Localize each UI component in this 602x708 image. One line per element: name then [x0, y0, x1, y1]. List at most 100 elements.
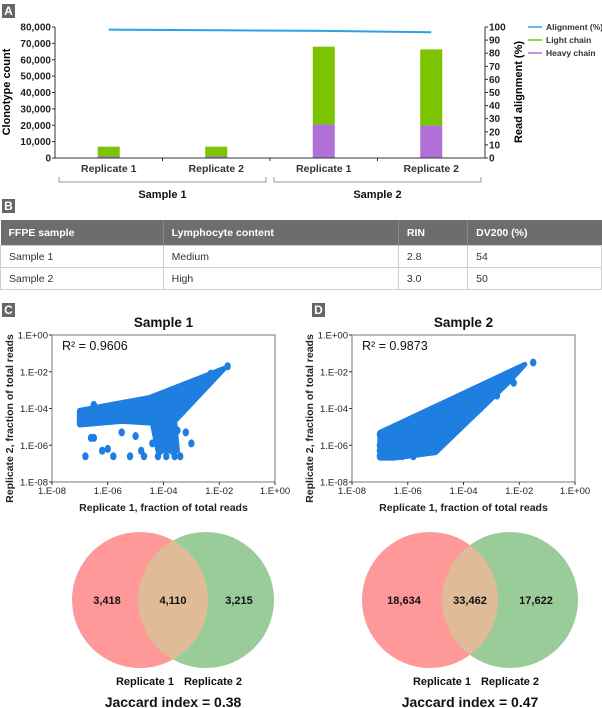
jaccard-index-caption: Jaccard index = 0.47	[402, 694, 539, 708]
bar-heavy-chain	[420, 125, 443, 158]
x-tick-label: 1.E-02	[205, 486, 233, 497]
bar-light-chain	[205, 146, 228, 157]
bar-light-chain	[312, 46, 335, 125]
data-point-cluster	[377, 361, 528, 461]
column-header: Lymphocyte content	[163, 220, 399, 246]
venn-count-shared: 33,462	[453, 595, 487, 607]
table-cell: High	[162, 267, 399, 290]
group-bracket	[58, 177, 267, 183]
jaccard-index-caption: Jaccard index = 0.38	[105, 694, 242, 708]
y-tick-label: 1.E-08	[20, 478, 48, 489]
x-tick-label: Replicate 2	[404, 163, 460, 175]
data-point	[138, 446, 145, 455]
group-bracket	[273, 177, 482, 183]
x-tick-label: 1.E-06	[94, 486, 122, 497]
x-tick-label: 1.E+00	[260, 486, 290, 497]
y-tick-label: 30,000	[20, 104, 51, 115]
x-tick-label: 1.E-08	[338, 486, 366, 497]
data-point	[98, 446, 106, 455]
venn-count-replicate-1-only: 3,418	[93, 595, 121, 607]
data-point	[182, 428, 189, 437]
x-tick-label: Replicate 1	[81, 163, 137, 175]
panel-label-b: B	[2, 199, 15, 213]
y-tick-label: 0	[45, 154, 51, 165]
x-tick-label: 1.E-08	[38, 486, 66, 497]
bar-light-chain	[97, 146, 120, 157]
y-axis-label-left: Clonotype count	[1, 48, 13, 135]
column-header: DV200 (%)	[467, 220, 602, 246]
data-point	[188, 439, 195, 448]
y-tick-label-right: 90	[489, 36, 501, 47]
data-point	[529, 358, 537, 367]
venn-count-replicate-2-only: 17,622	[519, 595, 553, 607]
data-point	[154, 452, 162, 461]
y-tick-label: 70,000	[20, 39, 51, 50]
x-tick-label: 1.E-06	[394, 486, 422, 497]
y-tick-label: 1.E-06	[320, 441, 348, 452]
venn-diagram-sample-1: 3,418 4,110 3,215 Replicate 1 Replicate 2 Jac…	[72, 532, 274, 708]
data-point	[82, 452, 89, 461]
y-tick-label-right: 20	[489, 127, 501, 138]
venn-set-label: Replicate 2	[184, 676, 242, 688]
data-point-cluster	[77, 365, 228, 454]
y-tick-label-right: 30	[489, 114, 501, 125]
r-squared-annotation: R² = 0.9873	[362, 339, 428, 353]
table-cell: 2.8	[397, 245, 469, 268]
y-tick-label: 1.E-04	[20, 404, 48, 415]
venn-set-label: Replicate 1	[116, 676, 174, 688]
table-cell: 3.0	[397, 267, 469, 290]
panel-label-a: A	[2, 4, 15, 18]
y-tick-label-right: 40	[489, 101, 501, 112]
table-header-row: FFPE sample Lymphocyte content RIN DV200…	[0, 220, 602, 246]
y-axis-label: Replicate 2, fraction of total reads	[4, 334, 16, 503]
y-tick-label-right: 60	[489, 75, 501, 86]
y-tick-label-right: 0	[489, 154, 495, 165]
legend-label: Alignment (%)	[546, 22, 602, 32]
y-tick-label: 1.E-06	[20, 441, 48, 452]
sample-table: FFPE sample Lymphocyte content RIN DV200…	[0, 220, 602, 290]
y-tick-label: 1.E-02	[320, 367, 348, 378]
column-header: RIN	[398, 220, 469, 246]
y-tick-label-right: 10	[489, 140, 501, 151]
scatter-plot-sample-1: Sample 1 1.E-081.E-08 1.E-06 1.E-06 1.E-04 1.…	[4, 315, 290, 514]
venn-diagram-sample-2: 18,634 33,462 17,622 Replicate 1 Replicate 2…	[362, 532, 578, 708]
data-point	[90, 433, 98, 442]
y-tick-label: 40,000	[20, 88, 51, 99]
x-axis-label: Replicate 1, fraction of total reads	[79, 502, 248, 514]
data-point	[163, 452, 170, 461]
x-tick-label: Replicate 2	[189, 163, 245, 175]
column-header: FFPE sample	[0, 220, 164, 246]
table-cell: 54	[467, 245, 602, 268]
scatter-plot-sample-2: Sample 2 1.E-081.E-08 1.E-06 1.E-06 1.E-04 1.…	[304, 315, 590, 514]
panel-label-c: C	[2, 303, 15, 317]
y-tick-label: 50,000	[20, 72, 51, 83]
table-cell: Medium	[162, 245, 399, 268]
table-row: Sample 1 Medium 2.8 54	[0, 245, 602, 268]
chart-title: Sample 2	[434, 315, 493, 330]
venn-count-replicate-1-only: 18,634	[387, 595, 422, 607]
table-cell: 50	[467, 267, 602, 290]
y-tick-label-right: 100	[489, 23, 506, 34]
data-point	[126, 452, 134, 461]
x-tick-label: 1.E+00	[560, 486, 590, 497]
data-point	[132, 432, 139, 441]
bar-heavy-chain	[97, 156, 120, 158]
venn-intersection	[442, 532, 498, 668]
legend-label: Light chain	[546, 35, 591, 45]
y-tick-label: 80,000	[20, 23, 51, 34]
y-tick-label: 60,000	[20, 55, 51, 66]
bar-heavy-chain	[205, 156, 228, 158]
group-label: Sample 1	[138, 189, 186, 200]
alignment-line	[108, 28, 432, 34]
chart-title: Sample 1	[134, 315, 194, 330]
data-point	[171, 452, 178, 461]
y-axis-label-right: Read alignment (%)	[513, 41, 525, 143]
venn-count-replicate-2-only: 3,215	[225, 595, 253, 607]
bar-heavy-chain	[312, 124, 335, 158]
y-tick-label: 1.E-04	[320, 404, 348, 415]
venn-count-shared: 4,110	[160, 595, 187, 607]
y-tick-label: 1.E+00	[18, 331, 48, 342]
y-tick-label: 10,000	[20, 137, 51, 148]
legend-label: Heavy chain	[546, 48, 596, 58]
data-point	[118, 428, 125, 437]
